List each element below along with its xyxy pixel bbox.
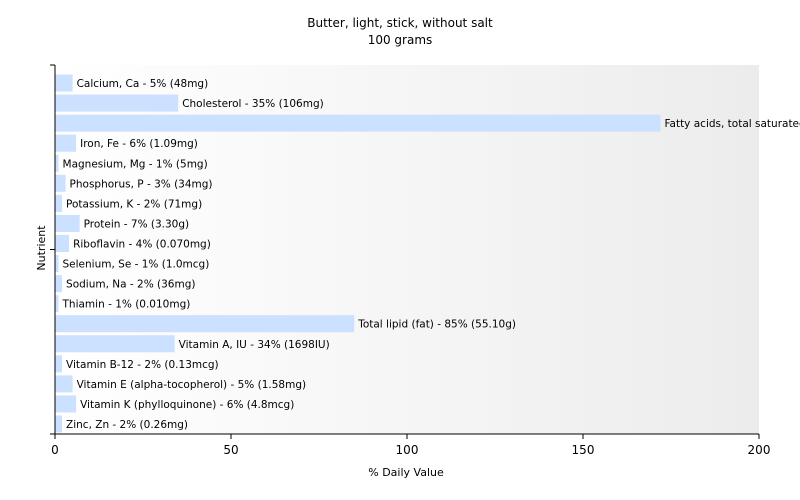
bar-labels-group: Calcium, Ca - 5% (48mg) Cholesterol - 35%… bbox=[62, 78, 800, 431]
bar bbox=[55, 335, 175, 353]
bar bbox=[55, 214, 80, 232]
y-axis-label: Nutrient bbox=[35, 225, 48, 271]
bar bbox=[55, 194, 63, 212]
bar bbox=[55, 94, 179, 112]
bar-label: Zinc, Zn - 2% (0.26mg) bbox=[66, 419, 188, 431]
bar bbox=[55, 415, 63, 433]
bar-label: Riboflavin - 4% (0.070mg) bbox=[73, 238, 211, 250]
bar-label: Fatty acids, total saturated - 172% (34.… bbox=[664, 118, 800, 130]
bar-label: Vitamin K (phylloquinone) - 6% (4.8mcg) bbox=[80, 399, 294, 411]
bar bbox=[55, 174, 66, 192]
x-tick-label: 150 bbox=[572, 443, 595, 457]
bar bbox=[55, 134, 77, 152]
bar-label: Calcium, Ca - 5% (48mg) bbox=[77, 78, 209, 90]
bar-label: Sodium, Na - 2% (36mg) bbox=[66, 279, 195, 291]
bar-label: Selenium, Se - 1% (1.0mcg) bbox=[63, 259, 210, 271]
bar bbox=[55, 114, 661, 132]
bar bbox=[55, 315, 355, 333]
bars-group bbox=[55, 74, 661, 433]
bar-label: Vitamin A, IU - 34% (1698IU) bbox=[179, 339, 330, 351]
bar-label: Magnesium, Mg - 1% (5mg) bbox=[63, 158, 208, 170]
x-tick-label: 0 bbox=[51, 443, 59, 457]
bar bbox=[55, 154, 59, 172]
bar bbox=[55, 74, 73, 92]
x-tick-label: 50 bbox=[223, 443, 238, 457]
axes-group: 0 50 100 150 200 bbox=[50, 64, 771, 457]
bar bbox=[55, 355, 63, 373]
chart-title: Butter, light, stick, without salt bbox=[307, 16, 493, 30]
bar bbox=[55, 255, 59, 273]
bar bbox=[55, 295, 59, 313]
bar-label: Phosphorus, P - 3% (34mg) bbox=[70, 178, 213, 190]
bar bbox=[55, 234, 70, 252]
bar bbox=[55, 395, 77, 413]
bar-label: Potassium, K - 2% (71mg) bbox=[66, 198, 202, 210]
bar-label: Vitamin B-12 - 2% (0.13mcg) bbox=[66, 359, 219, 371]
bar-label: Cholesterol - 35% (106mg) bbox=[182, 98, 324, 110]
bar-label: Protein - 7% (3.30g) bbox=[84, 218, 190, 230]
bar bbox=[55, 375, 73, 393]
x-axis-label: % Daily Value bbox=[368, 466, 444, 479]
x-tick-label: 200 bbox=[748, 443, 771, 457]
chart-subtitle: 100 grams bbox=[368, 33, 433, 47]
bar-label: Iron, Fe - 6% (1.09mg) bbox=[80, 138, 198, 150]
bar-label: Thiamin - 1% (0.010mg) bbox=[62, 299, 191, 311]
x-tick-label: 100 bbox=[396, 443, 419, 457]
bar-label: Vitamin E (alpha-tocopherol) - 5% (1.58m… bbox=[77, 379, 307, 391]
bar-label: Total lipid (fat) - 85% (55.10g) bbox=[357, 319, 516, 331]
bar bbox=[55, 275, 63, 293]
